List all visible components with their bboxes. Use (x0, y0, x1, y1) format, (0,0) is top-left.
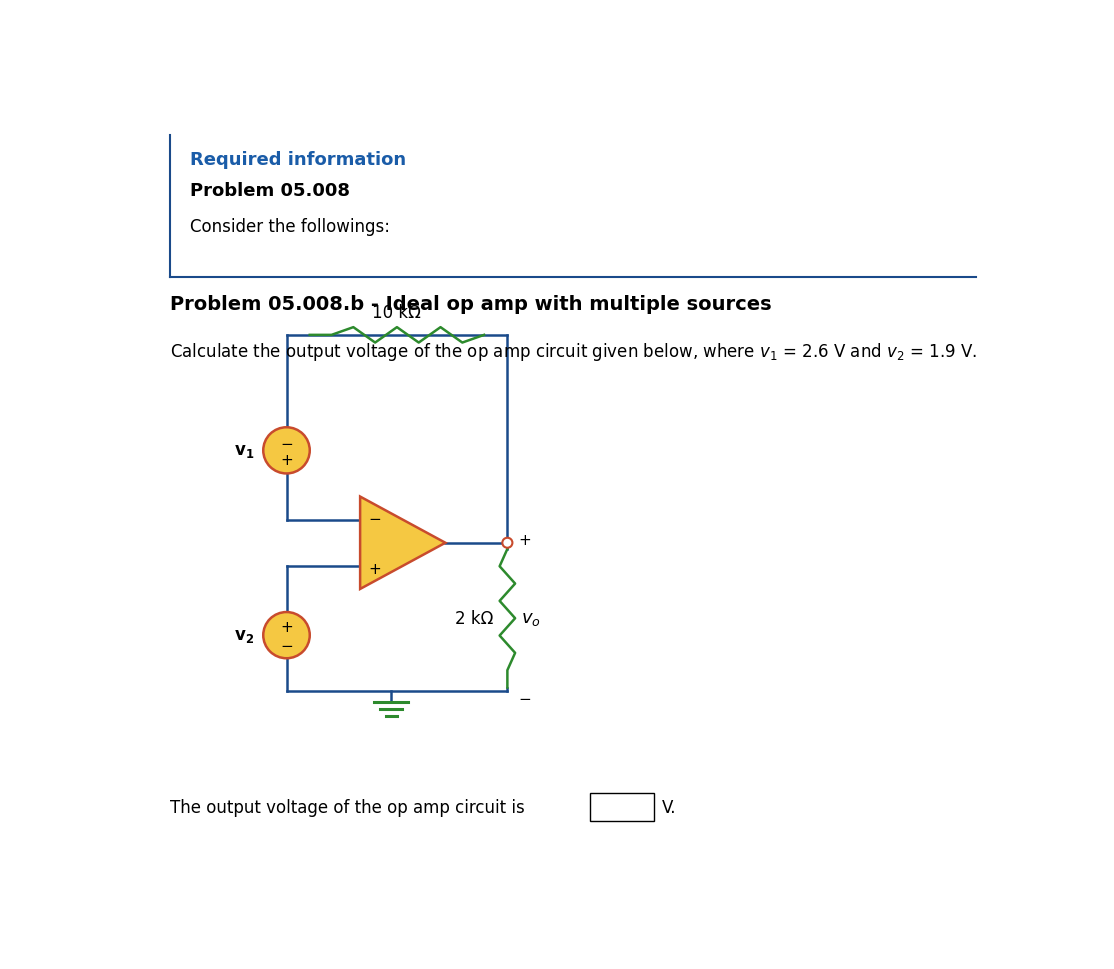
Text: $v_o$: $v_o$ (521, 610, 541, 628)
Polygon shape (360, 497, 446, 589)
Circle shape (263, 612, 310, 659)
Text: $+$: $+$ (518, 533, 531, 547)
Text: $-$: $-$ (368, 510, 381, 524)
Circle shape (263, 427, 310, 474)
Text: $-$: $-$ (280, 435, 293, 450)
Text: $-$: $-$ (518, 689, 531, 704)
Text: 10 kΩ: 10 kΩ (372, 303, 421, 322)
Text: $+$: $+$ (280, 619, 293, 635)
Text: $\mathbf{v_1}$: $\mathbf{v_1}$ (234, 442, 254, 460)
Text: Required information: Required information (189, 151, 405, 169)
Text: $\mathbf{v_2}$: $\mathbf{v_2}$ (234, 627, 254, 644)
FancyBboxPatch shape (590, 794, 654, 821)
Text: The output voltage of the op amp circuit is: The output voltage of the op amp circuit… (170, 798, 525, 816)
Text: Calculate the output voltage of the op amp circuit given below, where $\it{v}_1$: Calculate the output voltage of the op a… (170, 341, 978, 362)
Text: Problem 05.008.b - Ideal op amp with multiple sources: Problem 05.008.b - Ideal op amp with mul… (170, 295, 772, 314)
Text: V.: V. (662, 798, 676, 816)
Text: Consider the followings:: Consider the followings: (189, 218, 390, 235)
Circle shape (502, 538, 512, 548)
Text: Problem 05.008: Problem 05.008 (189, 181, 350, 200)
Text: $-$: $-$ (280, 637, 293, 652)
Text: $+$: $+$ (280, 453, 293, 467)
Text: $+$: $+$ (368, 562, 381, 577)
Text: 2 kΩ: 2 kΩ (455, 610, 494, 628)
